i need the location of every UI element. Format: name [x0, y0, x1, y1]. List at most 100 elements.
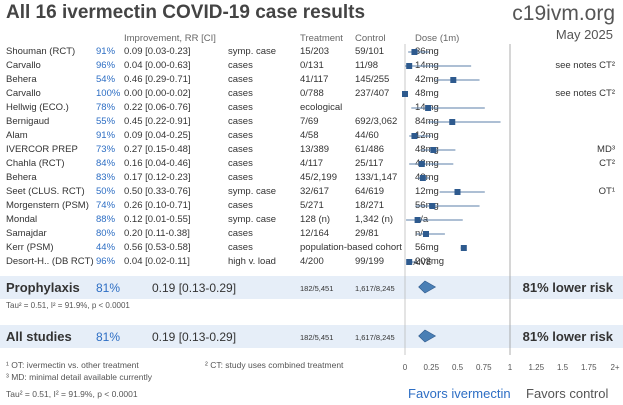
study-rr: 0.00 [0.00-0.02] — [124, 88, 191, 99]
study-treatment: 45/2,199 — [300, 172, 337, 183]
effect-marker — [423, 231, 429, 237]
study-rr: 0.26 [0.10-0.71] — [124, 200, 191, 211]
study-control: 99/199 — [355, 256, 385, 267]
study-note: OT¹ — [598, 186, 615, 197]
brand-logo-text: c19ivm.org — [512, 2, 615, 25]
study-outcome: symp. case — [228, 186, 277, 197]
all-studies-band — [0, 325, 623, 348]
study-outcome: cases — [228, 158, 253, 169]
effect-marker — [430, 147, 437, 153]
study-improvement: 74% — [96, 200, 116, 211]
study-improvement: 50% — [96, 186, 116, 197]
study-name: Alam — [6, 130, 28, 141]
effect-marker — [411, 49, 418, 55]
study-control: 64/619 — [355, 186, 385, 197]
study-treatment: 4/58 — [300, 130, 319, 141]
study-treatment: 0/788 — [300, 88, 324, 99]
study-treatment: 32/617 — [300, 186, 330, 197]
study-outcome: cases — [228, 102, 253, 113]
study-outcome: cases — [228, 172, 253, 183]
study-improvement: 96% — [96, 256, 116, 267]
study-dose: 203mg — [415, 256, 445, 267]
study-name: Morgenstern (PSM) — [6, 200, 89, 211]
study-improvement: 83% — [96, 172, 116, 183]
effect-marker — [402, 91, 408, 97]
footnote-ct: ² CT: study uses combined treatment — [205, 360, 344, 370]
all-studies-label: All studies — [6, 329, 72, 344]
study-control: 11/98 — [355, 60, 379, 71]
col-header-improvement: Improvement, RR [CI] — [124, 33, 216, 44]
effect-marker — [411, 133, 418, 139]
study-rr: 0.50 [0.33-0.76] — [124, 186, 191, 197]
table-row: Carvallo 100% 0.00 [0.00-0.02] cases 0/788 23… — [0, 86, 623, 102]
prophylaxis-rr: 0.19 [0.13-0.29] — [152, 281, 237, 295]
effect-marker — [406, 259, 413, 265]
study-name: IVERCOR PREP — [6, 144, 78, 155]
col-header-control: Control — [355, 33, 386, 44]
study-outcome: cases — [228, 74, 253, 85]
study-treatment: population-based cohort — [300, 242, 402, 253]
study-outcome: cases — [228, 130, 253, 141]
study-outcome: cases — [228, 242, 253, 253]
study-control: 1,342 (n) — [355, 214, 394, 225]
study-note: CT² — [599, 158, 615, 169]
study-treatment: 0/131 — [300, 60, 324, 71]
study-treatment: 5/271 — [300, 200, 324, 211]
study-dose: 84mg — [415, 116, 439, 127]
effect-marker — [425, 105, 432, 111]
col-header-treatment: Treatment — [300, 33, 343, 44]
study-rr: 0.12 [0.01-0.55] — [124, 214, 191, 225]
study-improvement: 100% — [96, 88, 121, 99]
study-treatment: 128 (n) — [300, 214, 331, 225]
study-treatment: 12/164 — [300, 228, 330, 239]
study-control: 25/117 — [355, 158, 384, 169]
footnote-md: ³ MD: minimal detail available currently — [6, 372, 152, 382]
table-row: Kerr (PSM) 44% 0.56 [0.53-0.58] cases popula… — [0, 240, 623, 256]
study-improvement: 91% — [96, 130, 116, 141]
study-treatment: 13/389 — [300, 144, 330, 155]
study-outcome: high v. load — [228, 256, 276, 267]
study-outcome: cases — [228, 228, 253, 239]
study-control: 133/1,147 — [355, 172, 398, 183]
prophylaxis-percent: 81% — [96, 281, 121, 295]
study-treatment: 41/117 — [300, 74, 329, 85]
aive-label: AIVE — [413, 258, 431, 267]
study-improvement: 54% — [96, 74, 116, 85]
all-studies-control: 1,617/8,245 — [355, 333, 395, 342]
x-tick-label: 2+ — [610, 363, 619, 372]
study-treatment: 7/69 — [300, 116, 319, 127]
study-control: 237/407 — [355, 88, 390, 99]
study-improvement: 84% — [96, 158, 116, 169]
study-rr: 0.04 [0.02-0.11] — [124, 256, 190, 267]
effect-marker — [418, 161, 425, 167]
study-name: Mondal — [6, 214, 38, 225]
favors-ivermectin-label: Favors ivermectin — [408, 386, 511, 401]
table-row: Behera 54% 0.46 [0.29-0.71] cases 41/117 145/… — [0, 72, 623, 88]
effect-marker — [454, 189, 461, 195]
study-control: 61/486 — [355, 144, 385, 155]
study-control: 29/81 — [355, 228, 379, 239]
effect-marker — [429, 203, 436, 209]
study-improvement: 55% — [96, 116, 116, 127]
study-improvement: 88% — [96, 214, 116, 225]
prophylaxis-label: Prophylaxis — [6, 280, 80, 295]
effect-marker — [419, 175, 426, 181]
summary-diamond — [418, 329, 437, 343]
page-title: All 16 ivermectin COVID-19 case results — [6, 2, 366, 23]
summary-diamond — [418, 280, 437, 294]
study-treatment: 15/203 — [300, 46, 330, 57]
study-rr: 0.20 [0.11-0.38] — [124, 228, 190, 239]
study-rr: 0.22 [0.06-0.76] — [124, 102, 191, 113]
prophylaxis-treatment: 182/5,451 — [300, 284, 334, 293]
study-rr: 0.09 [0.03-0.23] — [124, 46, 191, 57]
x-tick-label: 1 — [508, 363, 513, 372]
study-treatment: 4/200 — [300, 256, 324, 267]
prophylaxis-band — [0, 276, 623, 299]
footnote-heterogeneity: Tau² = 0.51, I² = 91.9%, p < 0.0001 — [6, 389, 138, 399]
study-name: Bernigaud — [6, 116, 50, 127]
study-name: Behera — [6, 172, 37, 183]
study-name: Desort-H.. (DB RCT) — [6, 256, 94, 267]
all-studies-treatment: 182/5,451 — [300, 333, 334, 342]
table-row: Desort-H.. (DB RCT) 96% 0.04 [0.02-0.11] hi… — [0, 254, 623, 270]
study-control: 145/255 — [355, 74, 390, 85]
